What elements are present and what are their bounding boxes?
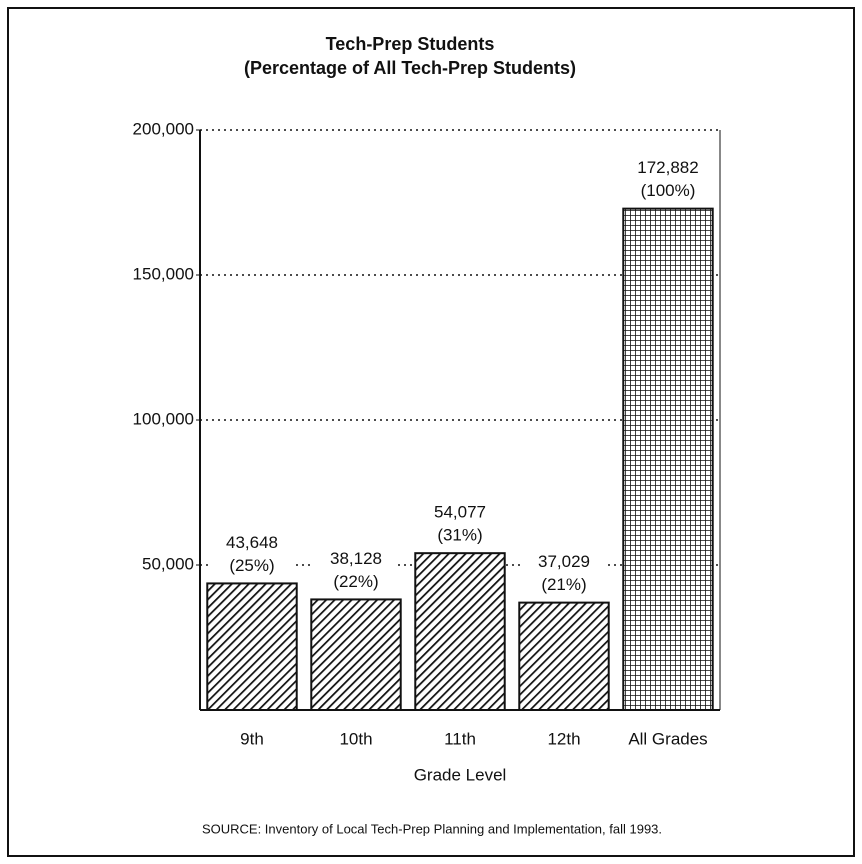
share-label: (22%) bbox=[333, 572, 378, 591]
x-tick-label: All Grades bbox=[628, 729, 707, 748]
x-tick-label: 11th bbox=[444, 729, 476, 748]
label-background bbox=[314, 549, 398, 596]
label-background bbox=[522, 552, 606, 599]
x-tick-label: 9th bbox=[240, 729, 264, 748]
x-tick-label: 12th bbox=[547, 729, 580, 748]
x-tick-label: 10th bbox=[339, 729, 372, 748]
share-label: (25%) bbox=[229, 556, 274, 575]
bar bbox=[310, 598, 402, 711]
value-label: 37,029 bbox=[538, 552, 590, 571]
y-tick-label: 150,000 bbox=[133, 264, 194, 283]
value-label: 43,648 bbox=[226, 533, 278, 552]
y-tick-label: 100,000 bbox=[133, 409, 194, 428]
bar bbox=[518, 601, 610, 712]
x-axis-label: Grade Level bbox=[414, 765, 507, 784]
frame bbox=[7, 7, 855, 857]
share-label: (21%) bbox=[541, 575, 586, 594]
label-background bbox=[210, 533, 294, 580]
chart-subtitle: (Percentage of All Tech-Prep Students) bbox=[244, 58, 576, 78]
value-label: 172,882 bbox=[637, 158, 698, 177]
chart-title: Tech-Prep Students bbox=[326, 34, 495, 54]
y-tick-label: 50,000 bbox=[142, 554, 194, 573]
source-note: SOURCE: Inventory of Local Tech-Prep Pla… bbox=[202, 821, 662, 836]
label-background bbox=[418, 503, 502, 550]
bar bbox=[622, 207, 714, 711]
share-label: (100%) bbox=[641, 181, 696, 200]
value-label: 38,128 bbox=[330, 549, 382, 568]
bar bbox=[206, 582, 298, 711]
bar bbox=[414, 552, 506, 711]
value-label: 54,077 bbox=[434, 503, 486, 522]
share-label: (31%) bbox=[437, 526, 482, 545]
label-background bbox=[626, 158, 710, 205]
y-tick-label: 200,000 bbox=[133, 119, 194, 138]
